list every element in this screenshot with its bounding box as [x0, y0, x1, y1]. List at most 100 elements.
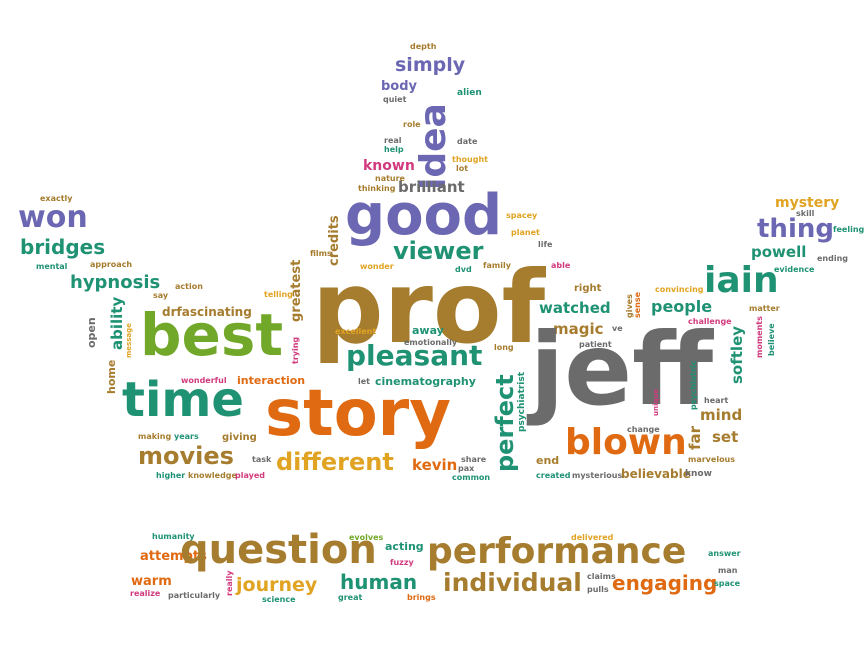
- word-say: say: [153, 291, 169, 300]
- word-patient: patient: [579, 340, 612, 349]
- word-believable: believable: [621, 467, 691, 481]
- word-away: away: [412, 324, 444, 337]
- word-giving: giving: [222, 432, 257, 443]
- word-engaging: engaging: [612, 571, 718, 595]
- word-emotionally: emotionally: [404, 338, 458, 347]
- word-softley: softley: [728, 325, 746, 384]
- word-telling: telling: [264, 290, 293, 299]
- word-far: far: [686, 425, 704, 450]
- word-story: story: [265, 377, 451, 451]
- word-won: won: [18, 200, 88, 235]
- word-years: years: [174, 432, 199, 441]
- word-attempts: attempts: [140, 549, 207, 564]
- word-open: open: [85, 317, 98, 348]
- word-pleasant: pleasant: [346, 339, 483, 372]
- word-common: common: [452, 473, 491, 482]
- word-role: role: [403, 120, 421, 129]
- word-approach: approach: [90, 260, 133, 269]
- word-thing: thing: [757, 214, 834, 244]
- word-fuzzy: fuzzy: [390, 558, 414, 567]
- word-psychiatric: psychiatric: [689, 360, 698, 410]
- word-help: help: [384, 145, 404, 154]
- word-alien: alien: [457, 88, 482, 98]
- word-marvelous: marvelous: [688, 455, 736, 464]
- word-moments: moments: [755, 316, 764, 358]
- word-trying: trying: [291, 336, 300, 364]
- word-evidence: evidence: [774, 265, 815, 274]
- word-particularly: particularly: [168, 591, 221, 600]
- word-humanity: humanity: [152, 532, 195, 541]
- word-knowledge: knowledge: [188, 471, 237, 480]
- word-message: message: [125, 323, 133, 358]
- word-ve: ve: [612, 324, 623, 333]
- word-thought: thought: [452, 155, 488, 164]
- word-ending: ending: [817, 254, 849, 263]
- word-mysterious: mysterious: [572, 471, 623, 480]
- word-lot: lot: [456, 164, 469, 173]
- word-able: able: [551, 261, 571, 270]
- word-unique: unique: [652, 388, 660, 416]
- word-powell: powell: [751, 243, 807, 261]
- word-real: real: [384, 136, 402, 145]
- word-idea: idea: [413, 103, 454, 190]
- word-action: action: [175, 282, 203, 291]
- word-brilliant: brilliant: [398, 178, 465, 196]
- word-feeling: feeling: [833, 225, 864, 234]
- word-mystery: mystery: [775, 195, 840, 211]
- word-excellent: excellent: [335, 327, 377, 336]
- word-heart: heart: [704, 396, 729, 405]
- word-journey: journey: [236, 574, 318, 596]
- word-realize: realize: [130, 589, 161, 598]
- word-end: end: [536, 454, 560, 467]
- word-making: making: [138, 432, 172, 441]
- word-pulls: pulls: [587, 585, 609, 594]
- word-wonder: wonder: [360, 262, 394, 271]
- word-set: set: [712, 428, 739, 446]
- word-great: great: [338, 593, 363, 602]
- word-let: let: [358, 377, 370, 386]
- word-answer: answer: [708, 549, 741, 558]
- word-known: known: [363, 158, 415, 174]
- word-viewer: viewer: [393, 237, 484, 265]
- word-magic: magic: [553, 320, 604, 338]
- word-blown: blown: [565, 422, 687, 463]
- word-evolves: evolves: [349, 533, 384, 542]
- word-thinking: thinking: [358, 184, 396, 193]
- word-depth: depth: [410, 42, 437, 51]
- word-hypnosis: hypnosis: [70, 272, 161, 293]
- word-time: time: [122, 372, 244, 428]
- word-acting: acting: [385, 540, 424, 553]
- word-greatest: greatest: [289, 259, 304, 322]
- word-long: long: [494, 343, 514, 352]
- word-bridges: bridges: [20, 235, 106, 259]
- word-family: family: [483, 261, 511, 270]
- word-prof: prof: [312, 249, 546, 366]
- word-task: task: [252, 455, 272, 464]
- word-planet: planet: [511, 228, 540, 237]
- word-pax: pax: [458, 464, 475, 473]
- word-quiet: quiet: [383, 95, 407, 104]
- word-watched: watched: [539, 299, 611, 317]
- word-question: question: [180, 527, 377, 573]
- word-convincing: convincing: [655, 285, 704, 294]
- word-perfect: perfect: [491, 374, 519, 472]
- word-simply: simply: [395, 54, 466, 76]
- word-brings: brings: [407, 593, 436, 602]
- word-ability: ability: [108, 296, 126, 350]
- word-performance: performance: [427, 531, 687, 572]
- word-matter: matter: [749, 304, 780, 313]
- word-movies: movies: [138, 442, 234, 470]
- word-know: know: [685, 469, 712, 479]
- word-iain: iain: [704, 260, 779, 301]
- word-delivered: delivered: [571, 533, 614, 542]
- word-individual: individual: [443, 568, 582, 597]
- word-life: life: [538, 240, 553, 249]
- word-space: space: [714, 579, 741, 588]
- word-man: man: [718, 566, 738, 575]
- word-spacey: spacey: [506, 211, 538, 220]
- word-films: films: [310, 249, 332, 258]
- word-change: change: [627, 425, 660, 434]
- word-wonderful: wonderful: [181, 376, 227, 385]
- word-nature: nature: [375, 174, 405, 183]
